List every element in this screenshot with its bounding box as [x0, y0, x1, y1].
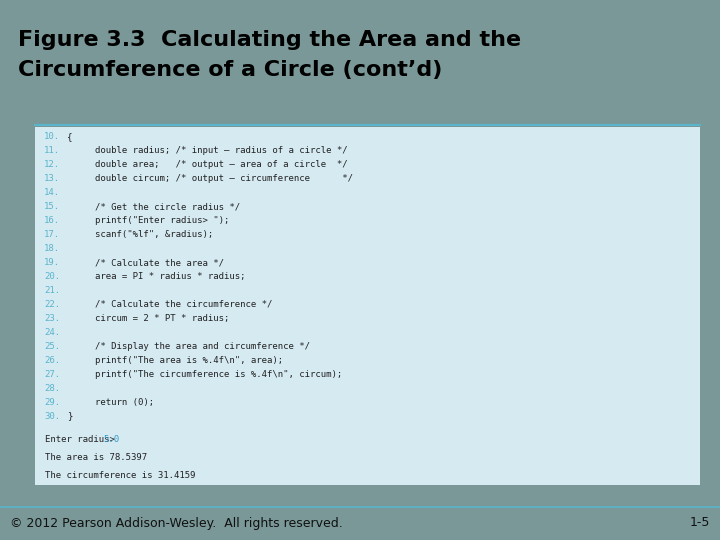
Text: 5.0: 5.0 — [104, 435, 120, 444]
Text: The circumference is 31.4159: The circumference is 31.4159 — [45, 471, 196, 481]
Text: 12.: 12. — [44, 160, 60, 170]
Text: 11.: 11. — [44, 146, 60, 156]
Text: circum = 2 * PT * radius;: circum = 2 * PT * radius; — [95, 314, 230, 323]
Text: 29.: 29. — [44, 397, 60, 407]
Text: 28.: 28. — [44, 383, 60, 393]
Text: 14.: 14. — [44, 188, 60, 197]
Text: Circumference of a Circle (cont’d): Circumference of a Circle (cont’d) — [18, 60, 442, 80]
Text: printf("The area is %.4f\n", area);: printf("The area is %.4f\n", area); — [95, 356, 283, 364]
Text: }: } — [67, 411, 73, 421]
Text: {: { — [67, 132, 73, 141]
Text: printf("Enter radius> ");: printf("Enter radius> "); — [95, 216, 230, 225]
Text: 19.: 19. — [44, 258, 60, 267]
Text: return (0);: return (0); — [95, 397, 154, 407]
Text: /* Get the circle radius */: /* Get the circle radius */ — [95, 202, 240, 211]
Text: scanf("%lf", &radius);: scanf("%lf", &radius); — [95, 230, 213, 239]
Text: 15.: 15. — [44, 202, 60, 211]
Text: 27.: 27. — [44, 370, 60, 379]
Text: © 2012 Pearson Addison-Wesley.  All rights reserved.: © 2012 Pearson Addison-Wesley. All right… — [10, 516, 343, 530]
Text: 21.: 21. — [44, 286, 60, 295]
Text: 26.: 26. — [44, 356, 60, 364]
FancyBboxPatch shape — [35, 127, 700, 485]
Text: printf("The circumference is %.4f\n", circum);: printf("The circumference is %.4f\n", ci… — [95, 370, 342, 379]
Text: double circum; /* output – circumference      */: double circum; /* output – circumference… — [95, 174, 353, 184]
Text: 25.: 25. — [44, 342, 60, 351]
Text: 13.: 13. — [44, 174, 60, 184]
Text: /* Calculate the circumference */: /* Calculate the circumference */ — [95, 300, 272, 309]
Text: /* Display the area and circumference */: /* Display the area and circumference */ — [95, 342, 310, 351]
Text: 16.: 16. — [44, 216, 60, 225]
Text: Enter radius>: Enter radius> — [45, 435, 120, 444]
Text: 17.: 17. — [44, 230, 60, 239]
Text: 20.: 20. — [44, 272, 60, 281]
Text: /* Calculate the area */: /* Calculate the area */ — [95, 258, 224, 267]
Text: 22.: 22. — [44, 300, 60, 309]
Text: 24.: 24. — [44, 328, 60, 337]
Text: The area is 78.5397: The area is 78.5397 — [45, 453, 147, 462]
Text: double radius; /* input – radius of a circle */: double radius; /* input – radius of a ci… — [95, 146, 348, 156]
Text: 30.: 30. — [44, 411, 60, 421]
Text: 18.: 18. — [44, 244, 60, 253]
Text: 23.: 23. — [44, 314, 60, 323]
Text: Figure 3.3  Calculating the Area and the: Figure 3.3 Calculating the Area and the — [18, 30, 521, 50]
Text: double area;   /* output – area of a circle  */: double area; /* output – area of a circl… — [95, 160, 348, 170]
Text: 10.: 10. — [44, 132, 60, 141]
Text: 1-5: 1-5 — [690, 516, 710, 530]
Text: area = PI * radius * radius;: area = PI * radius * radius; — [95, 272, 246, 281]
